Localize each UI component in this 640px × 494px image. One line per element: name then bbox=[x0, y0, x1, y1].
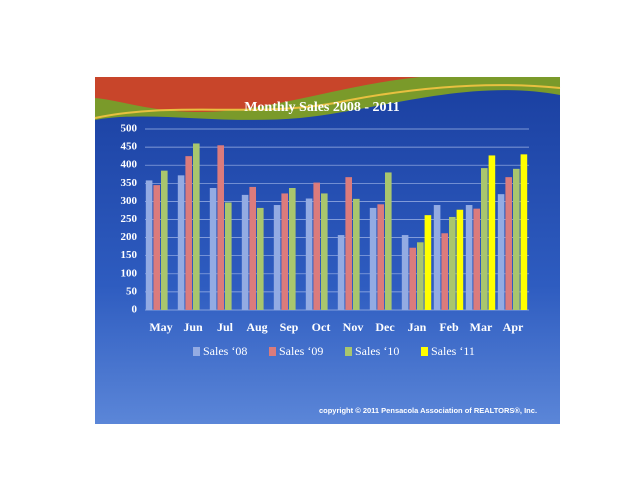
x-tick-label: Jan bbox=[408, 320, 427, 334]
bar bbox=[337, 235, 345, 310]
footnote: copyright © 2011 Pensacola Association o… bbox=[319, 406, 537, 415]
legend-label: Sales ‘09 bbox=[279, 344, 323, 358]
bar bbox=[321, 193, 328, 310]
bar bbox=[433, 205, 441, 310]
y-tick-label: 100 bbox=[121, 267, 138, 279]
bar bbox=[353, 198, 360, 310]
bar bbox=[497, 194, 505, 310]
bar bbox=[249, 186, 256, 310]
bar bbox=[488, 155, 496, 310]
bar bbox=[185, 156, 192, 310]
bar bbox=[241, 194, 249, 310]
y-tick-label: 200 bbox=[121, 231, 138, 243]
x-tick-label: Mar bbox=[470, 320, 493, 334]
legend-label: Sales ‘08 bbox=[203, 344, 247, 358]
bar bbox=[161, 170, 168, 310]
bar bbox=[345, 177, 352, 310]
bar bbox=[273, 205, 281, 310]
legend-label: Sales ‘10 bbox=[355, 344, 399, 358]
swoosh-line bbox=[94, 84, 561, 119]
bar bbox=[409, 247, 416, 310]
legend-swatch bbox=[193, 347, 200, 356]
x-tick-label: Feb bbox=[439, 320, 459, 334]
bar bbox=[177, 175, 185, 310]
legend-swatch bbox=[421, 347, 428, 356]
y-tick-label: 50 bbox=[126, 285, 138, 297]
bar bbox=[401, 235, 409, 310]
bar bbox=[193, 143, 200, 310]
bar bbox=[473, 208, 480, 310]
legend-swatch bbox=[345, 347, 352, 356]
y-tick-label: 450 bbox=[121, 141, 138, 153]
bar bbox=[520, 154, 528, 310]
x-tick-label: Sep bbox=[280, 320, 299, 334]
bar bbox=[281, 193, 288, 310]
bar bbox=[424, 215, 432, 310]
bar bbox=[153, 185, 160, 310]
x-tick-label: Dec bbox=[375, 320, 395, 334]
chart-title: Monthly Sales 2008 - 2011 bbox=[244, 100, 400, 115]
bar bbox=[217, 145, 224, 310]
bar bbox=[305, 198, 313, 310]
bar bbox=[289, 188, 296, 310]
bar bbox=[377, 204, 384, 310]
y-tick-label: 0 bbox=[132, 304, 138, 316]
bar bbox=[456, 209, 464, 310]
bar bbox=[369, 207, 377, 310]
x-tick-label: Jul bbox=[217, 320, 234, 334]
bar bbox=[313, 182, 320, 310]
bar bbox=[417, 242, 424, 310]
bar bbox=[225, 202, 232, 310]
bar bbox=[505, 177, 512, 310]
x-tick-label: Nov bbox=[343, 320, 364, 334]
x-tick-label: Aug bbox=[246, 320, 267, 334]
bar bbox=[209, 188, 217, 310]
y-tick-label: 350 bbox=[121, 177, 138, 189]
x-tick-label: Jun bbox=[183, 320, 203, 334]
legend-swatch bbox=[269, 347, 276, 356]
bar bbox=[513, 168, 520, 310]
bar bbox=[385, 172, 392, 310]
bar bbox=[257, 207, 264, 310]
y-tick-label: 400 bbox=[121, 159, 138, 171]
y-tick-label: 150 bbox=[121, 249, 138, 261]
x-tick-label: May bbox=[149, 320, 172, 334]
x-tick-label: Apr bbox=[503, 320, 524, 334]
swoosh bbox=[95, 77, 420, 112]
y-tick-label: 300 bbox=[121, 195, 138, 207]
bar bbox=[449, 216, 456, 310]
bar bbox=[145, 180, 153, 310]
y-tick-label: 250 bbox=[121, 213, 138, 225]
bar bbox=[481, 168, 488, 310]
bar bbox=[465, 205, 473, 310]
x-tick-label: Oct bbox=[312, 320, 331, 334]
bar bbox=[441, 233, 448, 310]
y-tick-label: 500 bbox=[121, 123, 138, 135]
legend-label: Sales ‘11 bbox=[431, 344, 475, 358]
